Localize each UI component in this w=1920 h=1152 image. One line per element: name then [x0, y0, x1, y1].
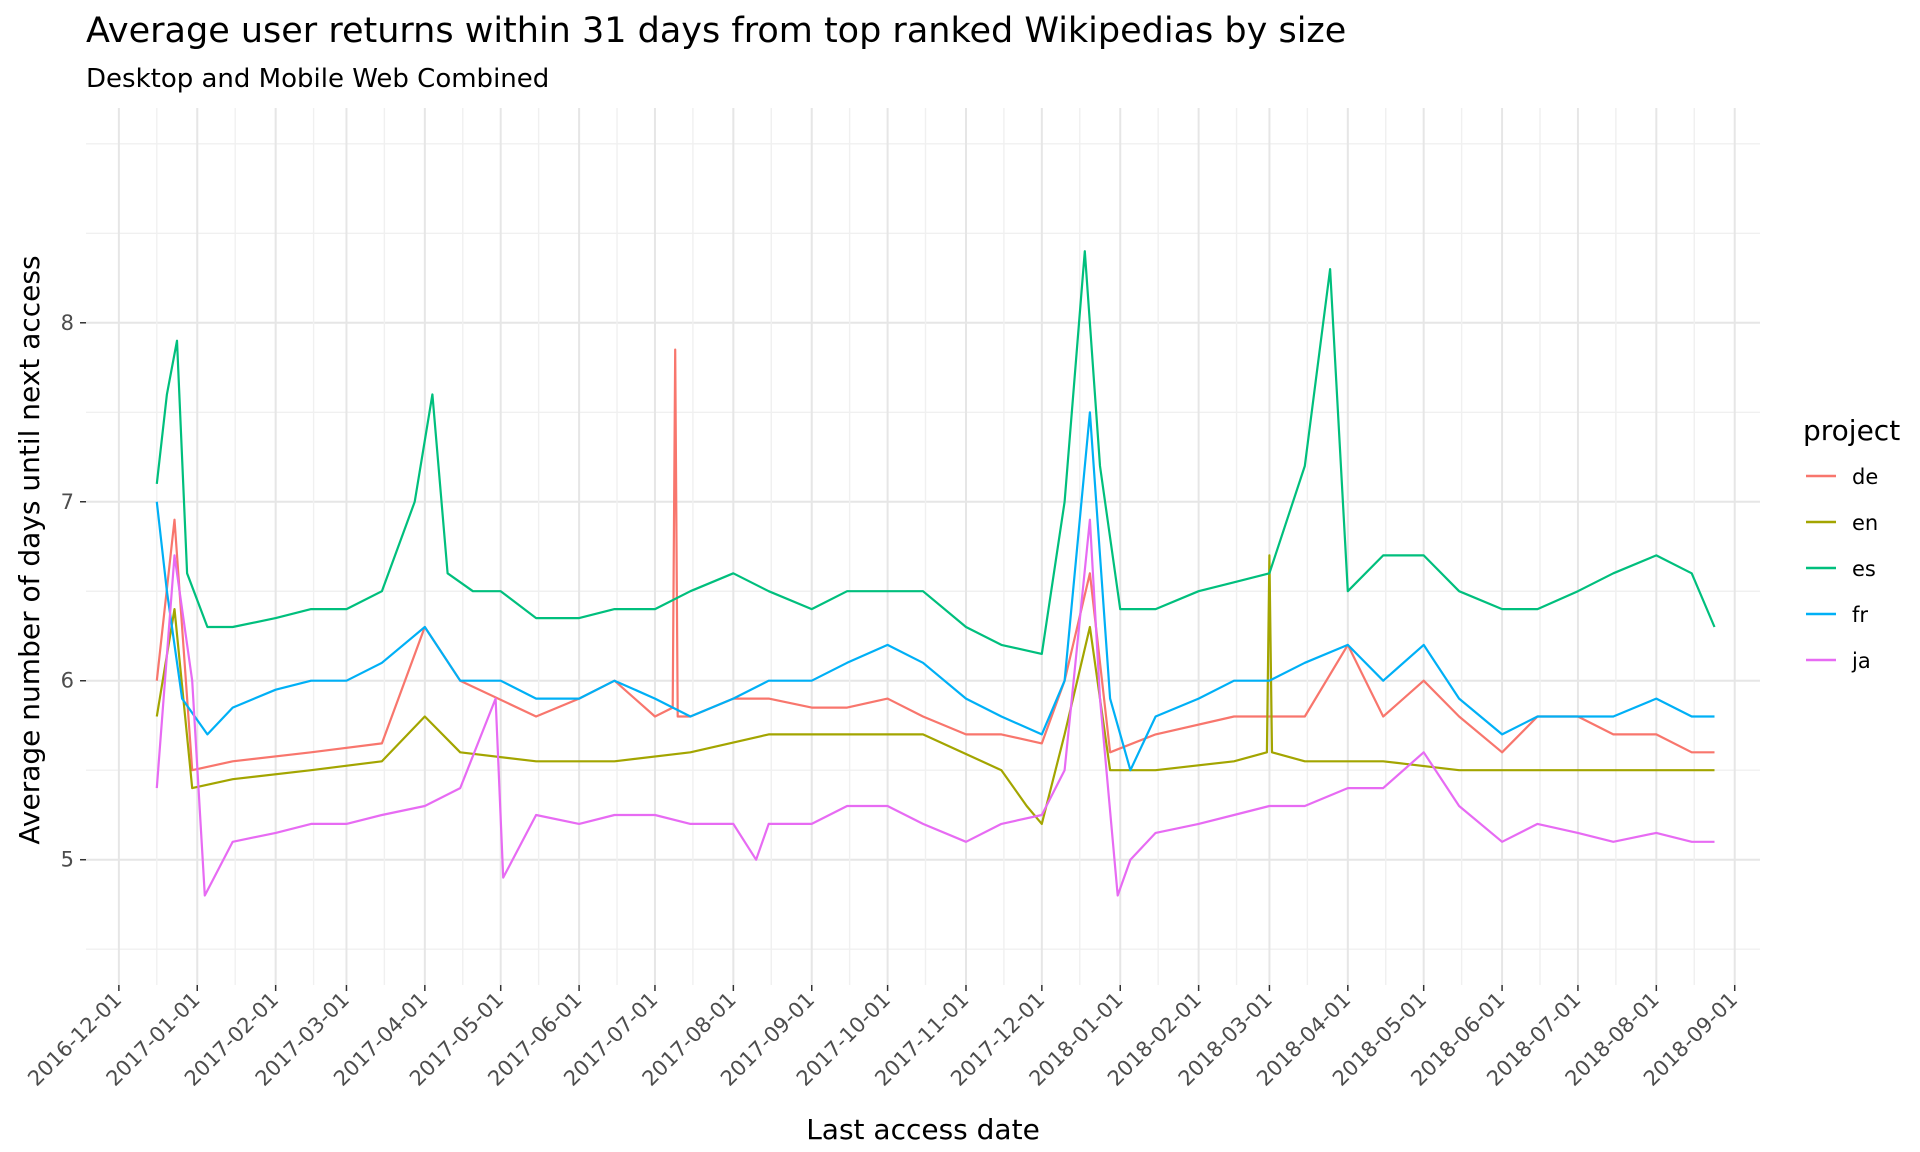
y-tick-label: 7: [61, 490, 74, 514]
legend: project de en es fr ja: [1803, 414, 1900, 673]
chart-subtitle: Desktop and Mobile Web Combined: [86, 64, 549, 94]
y-tick-label: 8: [61, 311, 74, 335]
plot-panel: [86, 108, 1760, 985]
y-tick-label: 5: [61, 848, 74, 872]
gridlines: [86, 108, 1760, 985]
series-line-es: [155, 250, 1716, 656]
series-lines: [155, 250, 1716, 897]
y-axis: 5 6 7 8: [61, 311, 86, 872]
legend-label-en: en: [1852, 511, 1878, 535]
legend-label-es: es: [1852, 557, 1876, 581]
series-line-fr: [155, 411, 1715, 772]
chart-title: Average user returns within 31 days from…: [86, 11, 1346, 51]
legend-label-de: de: [1852, 465, 1878, 489]
series-line-ja: [155, 518, 1715, 897]
legend-label-fr: fr: [1852, 603, 1868, 627]
series-line-en: [155, 554, 1715, 826]
legend-label-ja: ja: [1851, 649, 1871, 673]
x-axis-title: Last access date: [806, 1113, 1040, 1146]
y-tick-label: 6: [61, 669, 74, 693]
y-axis-title: Average number of days until next access: [13, 255, 46, 844]
legend-title: project: [1803, 414, 1900, 447]
